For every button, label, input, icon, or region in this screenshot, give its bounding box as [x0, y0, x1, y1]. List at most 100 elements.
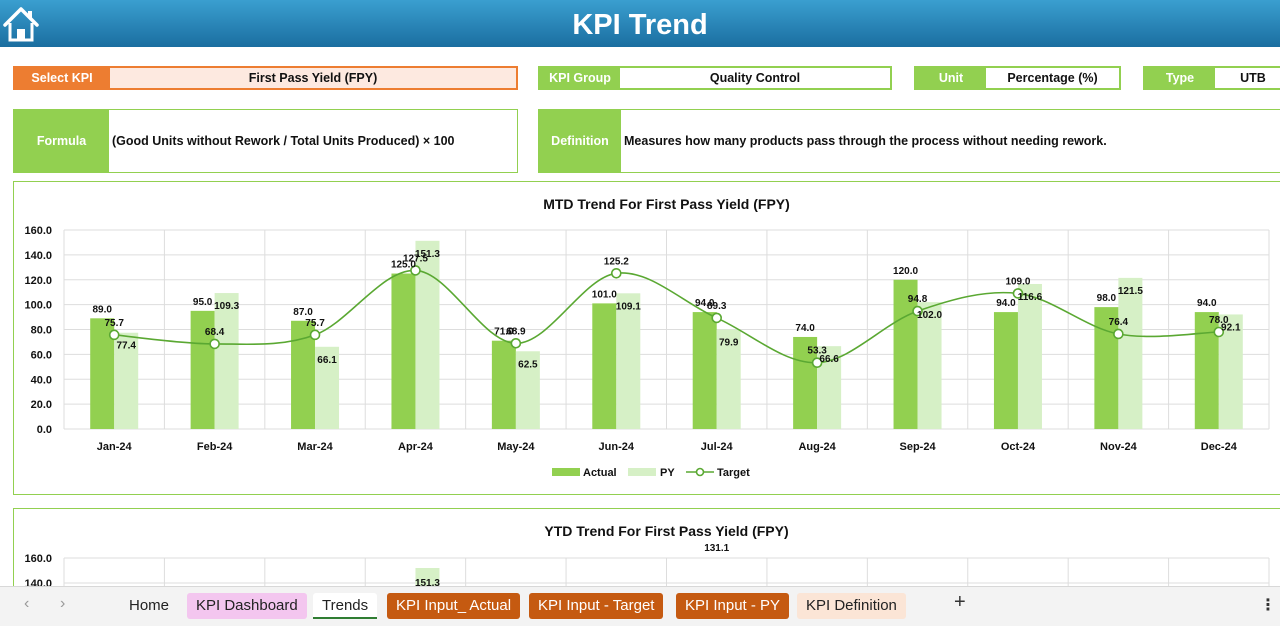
target-point	[309, 329, 321, 341]
target-point	[1012, 288, 1024, 299]
header-bar: KPI Trend	[0, 0, 1280, 47]
tab-kpi-input-actual[interactable]: KPI Input_ Actual	[387, 593, 521, 619]
actual-data-label: 94.0	[695, 298, 715, 309]
type-label: Type	[1145, 68, 1215, 88]
target-point	[610, 267, 622, 279]
chevron-left-icon[interactable]: ‹	[24, 595, 30, 612]
definition-value: Measures how many products pass through …	[624, 134, 1107, 148]
tab-kpi-dashboard[interactable]: KPI Dashboard	[187, 593, 307, 619]
y-tick-label: 0.0	[37, 424, 52, 436]
tab-home[interactable]: Home	[129, 597, 170, 614]
unit-label: Unit	[916, 68, 986, 88]
target-data-label: 75.7	[104, 318, 124, 329]
target-data-label: 75.7	[305, 318, 325, 329]
target-data-label: 78.0	[1209, 315, 1229, 326]
target-point	[410, 265, 421, 276]
tab-trends[interactable]: Trends	[313, 593, 378, 619]
actual-data-label: 98.0	[1097, 293, 1117, 304]
x-tick-label: Jul-24	[701, 441, 734, 453]
y-tick-label: 20.0	[31, 399, 52, 411]
legend-label-actual: Actual	[583, 467, 617, 479]
chevron-right-icon[interactable]: ›	[60, 595, 66, 612]
target-point	[811, 357, 823, 369]
py-data-label: 116.6	[1018, 292, 1043, 303]
y-tick-label: 160.0	[24, 225, 52, 237]
bar-actual	[692, 312, 717, 429]
py-data-label: 109.3	[214, 301, 239, 312]
select-kpi-field: Select KPI First Pass Yield (FPY)	[13, 66, 518, 90]
actual-data-label: 89.0	[92, 304, 112, 315]
more-vertical-icon[interactable]: ⋮	[1260, 597, 1276, 614]
bar-py	[214, 293, 239, 429]
x-tick-label: Nov-24	[1100, 441, 1138, 453]
bar-py	[1118, 277, 1143, 429]
target-data-label: 89.3	[707, 301, 727, 312]
actual-data-label: 120.0	[893, 266, 918, 277]
py-data-label: 102.0	[917, 310, 942, 321]
y-tick-label: 40.0	[31, 374, 52, 386]
ytd-chart-title: YTD Trend For First Pass Yield (FPY)	[544, 523, 788, 539]
bar-actual	[491, 340, 516, 429]
bar-py	[716, 329, 741, 429]
bar-actual	[893, 279, 918, 429]
y-tick-label: 100.0	[24, 300, 52, 312]
x-tick-label: Sep-24	[900, 441, 937, 453]
type-value: UTB	[1215, 68, 1280, 88]
tab-kpi-input-target[interactable]: KPI Input - Target	[529, 593, 664, 619]
py-data-label: 92.1	[1221, 322, 1241, 333]
actual-data-label: 95.0	[193, 297, 213, 308]
x-tick-label: Jan-24	[97, 441, 133, 453]
x-tick-label: Mar-24	[297, 441, 333, 453]
target-data-label: 68.4	[205, 327, 225, 338]
y-tick-label: 60.0	[31, 349, 52, 361]
formula-label: Formula	[14, 110, 109, 172]
bar-py	[616, 293, 641, 429]
x-tick-label: May-24	[497, 441, 535, 453]
unit-field: Unit Percentage (%)	[914, 66, 1121, 90]
select-kpi-label: Select KPI	[15, 68, 109, 88]
ytd-y-tick-label: 160.0	[24, 553, 52, 565]
target-point	[209, 338, 220, 350]
legend-swatch-actual	[552, 468, 580, 476]
py-data-label: 62.5	[518, 359, 538, 370]
target-data-label: 109.0	[1005, 276, 1030, 287]
house-icon[interactable]	[2, 4, 40, 44]
definition-box: Definition Measures how many products pa…	[538, 109, 1280, 173]
x-tick-label: Dec-24	[1201, 441, 1238, 453]
bar-actual	[993, 312, 1018, 429]
py-data-label: 66.1	[317, 355, 337, 366]
legend-marker-target	[695, 467, 705, 477]
py-data-label: 79.9	[719, 338, 739, 349]
x-tick-label: Jun-24	[599, 441, 635, 453]
target-data-label: 125.2	[604, 256, 629, 267]
actual-data-label: 94.0	[1197, 298, 1217, 309]
formula-value: (Good Units without Rework / Total Units…	[112, 134, 455, 148]
select-kpi-dropdown[interactable]: First Pass Yield (FPY)	[109, 68, 516, 88]
plus-icon[interactable]: +	[954, 591, 966, 613]
bar-actual	[391, 273, 416, 429]
x-tick-label: Apr-24	[398, 441, 434, 453]
bar-actual	[592, 303, 617, 429]
actual-data-label: 87.0	[293, 307, 313, 318]
target-data-label: 76.4	[1109, 317, 1129, 328]
ytd-data-label: 151.3	[415, 578, 440, 589]
target-point	[108, 329, 120, 341]
tab-kpi-input-py[interactable]: KPI Input - PY	[676, 593, 790, 619]
formula-box: Formula (Good Units without Rework / Tot…	[13, 109, 518, 173]
sheet-tab-bar: ‹ › Home KPI Dashboard Trends KPI Input_…	[0, 586, 1280, 626]
definition-label: Definition	[539, 110, 621, 172]
bar-py	[1017, 283, 1042, 429]
target-data-label: 94.8	[908, 294, 928, 305]
actual-data-label: 74.0	[795, 323, 815, 334]
actual-data-label: 125.0	[391, 260, 416, 271]
unit-value: Percentage (%)	[986, 68, 1119, 88]
kpi-group-label: KPI Group	[540, 68, 620, 88]
target-data-label: 53.3	[807, 346, 827, 357]
legend-swatch-py	[628, 468, 656, 476]
py-data-label: 66.6	[819, 354, 839, 365]
mtd-chart: MTD Trend For First Pass Yield (FPY) 0.0 2…	[24, 196, 1270, 479]
bar-py	[515, 351, 540, 429]
py-data-label: 109.1	[616, 301, 641, 312]
chart-title: MTD Trend For First Pass Yield (FPY)	[543, 196, 790, 212]
tab-kpi-definition[interactable]: KPI Definition	[797, 593, 906, 619]
